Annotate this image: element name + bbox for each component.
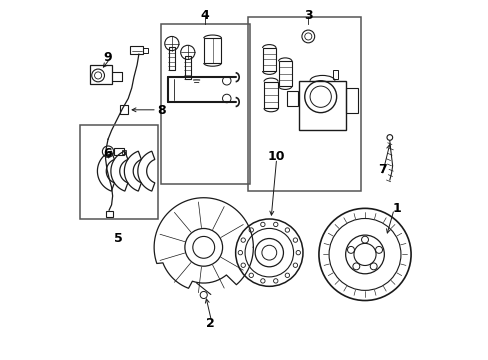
Text: 5: 5 [114, 232, 123, 245]
Text: 9: 9 [103, 51, 112, 64]
Bar [114, 148, 123, 155]
Bar [80, 125, 157, 219]
Text: 2: 2 [206, 317, 215, 330]
Bar [90, 65, 111, 84]
Bar [130, 46, 143, 54]
Bar [286, 91, 297, 105]
Bar [184, 56, 190, 79]
Bar [203, 38, 221, 63]
Text: 4: 4 [200, 9, 209, 22]
Bar [278, 61, 291, 86]
Bar [262, 48, 276, 71]
Bar [332, 70, 338, 79]
Bar [345, 88, 357, 113]
Bar [264, 82, 278, 108]
Bar [247, 17, 361, 191]
Text: 6: 6 [103, 147, 112, 160]
Text: 1: 1 [392, 202, 401, 215]
Bar [161, 24, 249, 184]
Text: 10: 10 [267, 150, 285, 163]
Bar [122, 149, 125, 154]
Bar [143, 48, 147, 53]
Text: 8: 8 [157, 104, 165, 117]
Bar [299, 81, 345, 130]
Text: 7: 7 [378, 163, 386, 176]
Bar [120, 105, 128, 114]
Text: 3: 3 [304, 9, 312, 22]
Bar [105, 211, 112, 217]
Bar [169, 47, 174, 70]
